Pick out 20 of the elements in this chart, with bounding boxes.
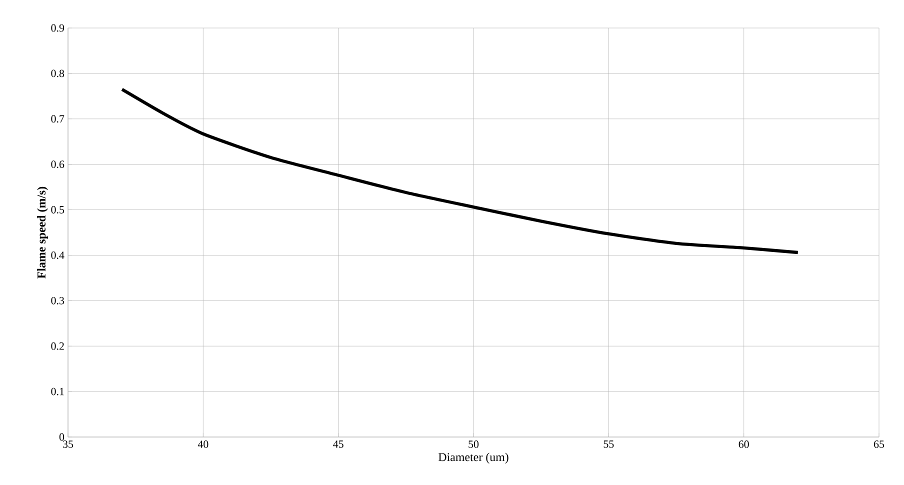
y-tick-label: 0.4 <box>51 252 64 259</box>
x-tick-label: 40 <box>198 440 208 448</box>
x-tick-label: 60 <box>738 440 749 448</box>
y-tick-label: 0.8 <box>51 70 64 78</box>
y-tick-label: 0.5 <box>51 206 64 214</box>
y-tick-label: 0.7 <box>51 115 64 123</box>
y-tick-label: 0.1 <box>51 388 64 396</box>
y-tick-label: 0.3 <box>51 296 64 304</box>
x-tick-label: 50 <box>468 440 479 448</box>
x-tick-label: 55 <box>604 440 614 448</box>
x-tick-label: 35 <box>63 440 74 448</box>
x-tick-label: 65 <box>874 440 884 448</box>
x-tick-label: 45 <box>333 440 344 448</box>
line-series <box>120 88 800 254</box>
y-axis-title: Flame speed (m/s) <box>37 186 48 278</box>
y-tick-label: 0.2 <box>51 342 64 350</box>
y-tick-label: 0.6 <box>51 160 64 168</box>
y-tick-label: 0 <box>59 433 64 441</box>
y-tick-label: 0.9 <box>51 24 64 32</box>
x-axis-title: Diameter (um) <box>438 452 508 464</box>
